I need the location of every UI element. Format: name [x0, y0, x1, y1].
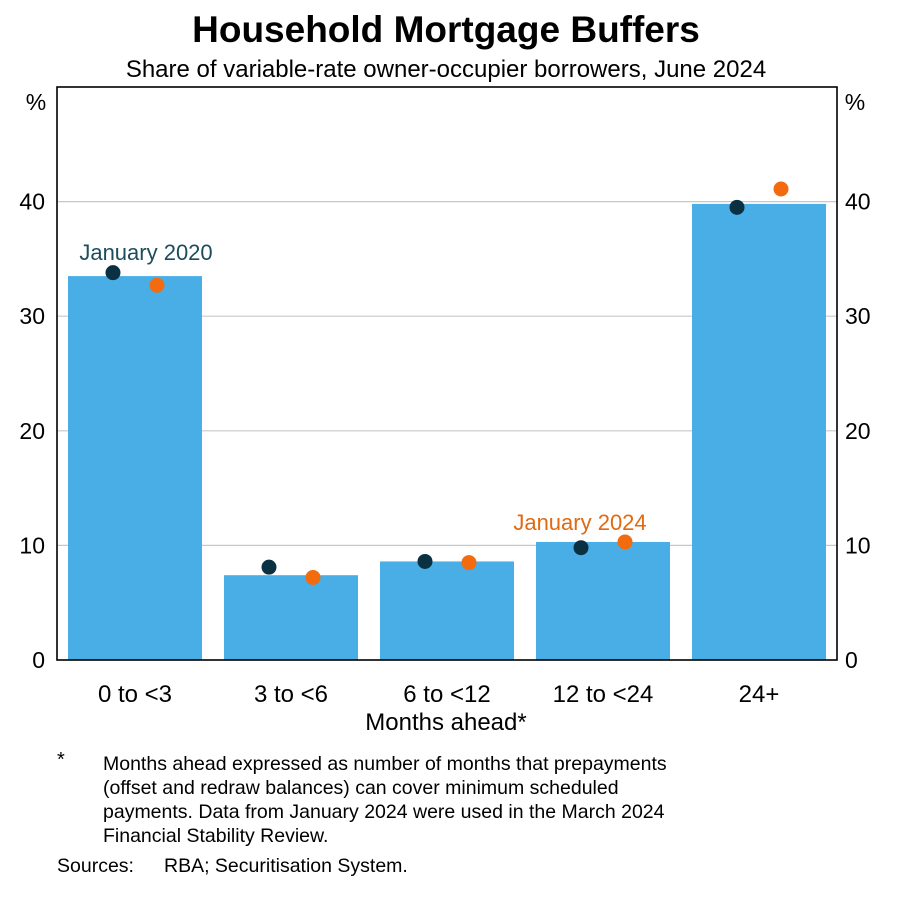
y-tick-left-30: 30	[19, 303, 45, 329]
chart-subtitle: Share of variable-rate owner-occupier bo…	[126, 56, 766, 83]
x-tick-label-0: 0 to <3	[98, 681, 172, 708]
marker-0-1	[261, 559, 277, 575]
bar-3	[536, 541, 670, 660]
y-tick-left-40: 40	[19, 189, 45, 215]
markers	[105, 181, 789, 585]
y-axis-unit-right: %	[845, 89, 865, 115]
y-tick-labels: 0 0 10 10 20 20 30 30 40 40	[19, 189, 870, 673]
y-tick-left-10: 10	[19, 532, 45, 558]
y-tick-right-10: 10	[845, 532, 871, 558]
footnote-line-1: Months ahead expressed as number of mont…	[103, 753, 667, 775]
marker-1-2	[461, 555, 477, 571]
chart-title: Household Mortgage Buffers	[192, 9, 700, 50]
footnote-line-2: (offset and redraw balances) can cover m…	[103, 777, 619, 799]
marker-1-4	[773, 181, 789, 197]
y-axis-unit-left: %	[26, 89, 46, 115]
series-label-jan2020: January 2020	[79, 240, 212, 265]
footnote-marker: *	[57, 749, 65, 771]
bars	[68, 203, 826, 660]
y-tick-right-30: 30	[845, 303, 871, 329]
marker-0-2	[417, 553, 433, 569]
marker-0-0	[105, 265, 121, 281]
x-tick-label-1: 3 to <6	[254, 681, 328, 708]
bar-2	[380, 561, 514, 660]
x-tick-label-2: 6 to <12	[403, 681, 490, 708]
marker-1-1	[305, 569, 321, 585]
x-tick-label-3: 12 to <24	[553, 681, 654, 708]
bar-1	[224, 575, 358, 660]
marker-1-3	[617, 534, 633, 550]
x-tick-label-4: 24+	[739, 681, 780, 708]
y-tick-left-20: 20	[19, 418, 45, 444]
y-tick-right-40: 40	[845, 189, 871, 215]
sources-text: RBA; Securitisation System.	[164, 855, 408, 877]
y-tick-right-0: 0	[845, 647, 858, 673]
sources-label: Sources:	[57, 855, 134, 877]
x-axis-label: Months ahead*	[365, 709, 526, 736]
y-tick-left-0: 0	[32, 647, 45, 673]
plot-frame	[56, 86, 838, 661]
bar-0	[68, 276, 202, 660]
x-tick-labels: 0 to <3 3 to <6 6 to <12 12 to <24 24+	[98, 681, 779, 708]
series-label-jan2024: January 2024	[513, 510, 646, 535]
marker-1-0	[149, 277, 165, 293]
marker-0-3	[573, 540, 589, 556]
bar-4	[692, 203, 826, 660]
footnote-line-3: payments. Data from January 2024 were us…	[103, 801, 665, 823]
footnote-line-4: Financial Stability Review.	[103, 825, 328, 847]
y-tick-right-20: 20	[845, 418, 871, 444]
marker-0-4	[729, 199, 745, 215]
